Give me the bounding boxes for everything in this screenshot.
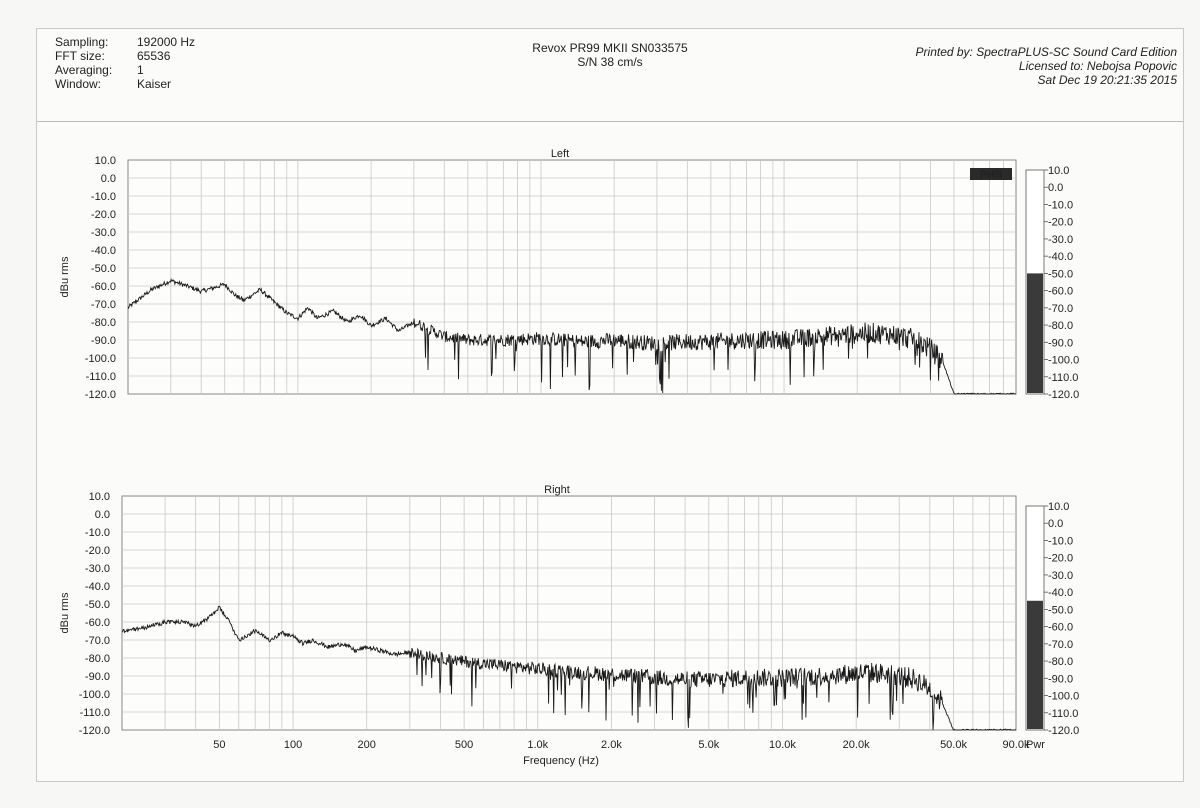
y-tick-label: -30.0 [85,563,110,575]
y-tick-label: 10.0 [89,491,110,503]
x-tick-label: 2.0k [601,739,622,751]
meter-tick-label: 0.0 [1048,518,1063,530]
param-value: 192000 Hz [137,35,196,49]
x-tick-label: 90.0k [1003,739,1030,751]
y-tick-label: -10.0 [85,527,110,539]
meter-tick-label: -120.0 [1048,725,1079,737]
y-tick-label: -30.0 [91,227,116,239]
meter-tick-label: 0.0 [1048,182,1063,194]
level-meter-bar [1027,600,1043,729]
y-tick-label: 10.0 [95,155,116,167]
param-value: Kaiser [137,77,172,91]
y-axis-label: dBu rms [59,256,71,297]
meter-tick-label: -70.0 [1048,303,1073,315]
y-tick-label: -80.0 [85,653,110,665]
param-label: FFT size: [55,49,105,63]
analysis-parameters: Sampling: 192000 Hz FFT size: 65536 Averag… [55,35,195,91]
param-value: 1 [137,63,144,77]
y-tick-label: 0.0 [95,509,110,521]
y-tick-label: -100.0 [85,353,116,365]
x-tick-label: 200 [358,739,376,751]
meter-tick-label: -110.0 [1048,372,1078,384]
x-tick-label: 5.0k [698,739,719,751]
y-tick-label: -70.0 [91,299,116,311]
print-timestamp: Sat Dec 19 20:21:35 2015 [1037,73,1177,87]
phs-logo-text: PHS [980,169,1003,181]
meter-tick-label: -90.0 [1048,337,1073,349]
y-tick-label: -60.0 [91,281,116,293]
y-tick-label: -80.0 [91,317,116,329]
licensed-to: Licensed to: Nebojsa Popovic [1018,59,1177,73]
param-label: Window: [55,77,102,91]
meter-tick-label: -80.0 [1048,320,1073,332]
plot-area [127,159,1017,395]
plot-area [121,495,1017,731]
meter-tick-label: -120.0 [1048,389,1079,401]
plot-title: Right [544,484,570,496]
y-tick-label: -90.0 [91,335,116,347]
y-tick-label: -60.0 [85,617,110,629]
meter-tick-label: -40.0 [1048,587,1073,599]
y-tick-label: -50.0 [85,599,110,611]
meter-tick-label: -20.0 [1048,217,1073,229]
y-tick-label: -90.0 [85,671,110,683]
x-tick-label: 20.0k [843,739,870,751]
meter-tick-label: -60.0 [1048,286,1073,298]
meter-tick-label: -70.0 [1048,639,1073,651]
report-title: Revox PR99 MKII SN033575 S/N 38 cm/s [37,41,1183,69]
meter-tick-label: -30.0 [1048,234,1073,246]
y-axis-label: dBu rms [59,592,71,633]
meter-tick-label: -60.0 [1048,622,1073,634]
param-value: 65536 [137,49,171,63]
meter-tick-label: 10.0 [1048,501,1069,513]
x-tick-label: 50.0k [940,739,967,751]
meter-tick-label: -100.0 [1048,355,1079,367]
print-info: Printed by: SpectraPLUS-SC Sound Card Ed… [916,45,1177,87]
meter-tick-label: -20.0 [1048,553,1073,565]
plot-title: Left [551,148,569,160]
report-title-line1: Revox PR99 MKII SN033575 [532,41,688,55]
report-title-line2: S/N 38 cm/s [577,55,643,69]
meter-tick-label: 10.0 [1048,165,1069,177]
y-tick-label: -20.0 [85,545,110,557]
meter-tick-label: -10.0 [1048,535,1073,547]
meter-tick-label: -100.0 [1048,691,1079,703]
x-tick-label: 1.0k [527,739,548,751]
x-tick-label: 100 [284,739,302,751]
meter-tick-label: -110.0 [1048,708,1078,720]
y-tick-label: -20.0 [91,209,116,221]
phs-logo [970,168,1012,180]
x-tick-label: 10.0k [769,739,796,751]
meter-tick-label: -50.0 [1048,268,1073,280]
meter-tick-label: -30.0 [1048,570,1073,582]
param-label: Sampling: [55,35,109,49]
y-tick-label: -120.0 [85,389,116,401]
meter-unit-label: Pwr [1026,739,1045,751]
x-tick-label: 50 [213,739,225,751]
meter-tick-label: -90.0 [1048,673,1073,685]
x-axis-label: Frequency (Hz) [523,755,599,767]
spectrum-trace [121,605,1017,731]
y-tick-label: 0.0 [101,173,116,185]
param-label: Averaging: [55,63,113,77]
meter-tick-label: -50.0 [1048,604,1073,616]
y-tick-label: -70.0 [85,635,110,647]
y-tick-label: -110.0 [86,371,116,383]
y-tick-label: -50.0 [91,263,116,275]
y-tick-label: -40.0 [85,581,110,593]
spectrum-trace [127,277,1016,395]
y-tick-label: -40.0 [91,245,116,257]
x-tick-label: 500 [455,739,473,751]
meter-tick-label: -10.0 [1048,199,1073,211]
y-tick-label: -10.0 [91,191,116,203]
header-divider [37,121,1183,122]
y-tick-label: -110.0 [80,707,110,719]
level-meter-bar [1027,273,1043,393]
printed-by: Printed by: SpectraPLUS-SC Sound Card Ed… [915,45,1177,59]
meter-tick-label: -80.0 [1048,656,1073,668]
meter-tick-label: -40.0 [1048,251,1073,263]
y-tick-label: -120.0 [79,725,110,737]
y-tick-label: -100.0 [79,689,110,701]
